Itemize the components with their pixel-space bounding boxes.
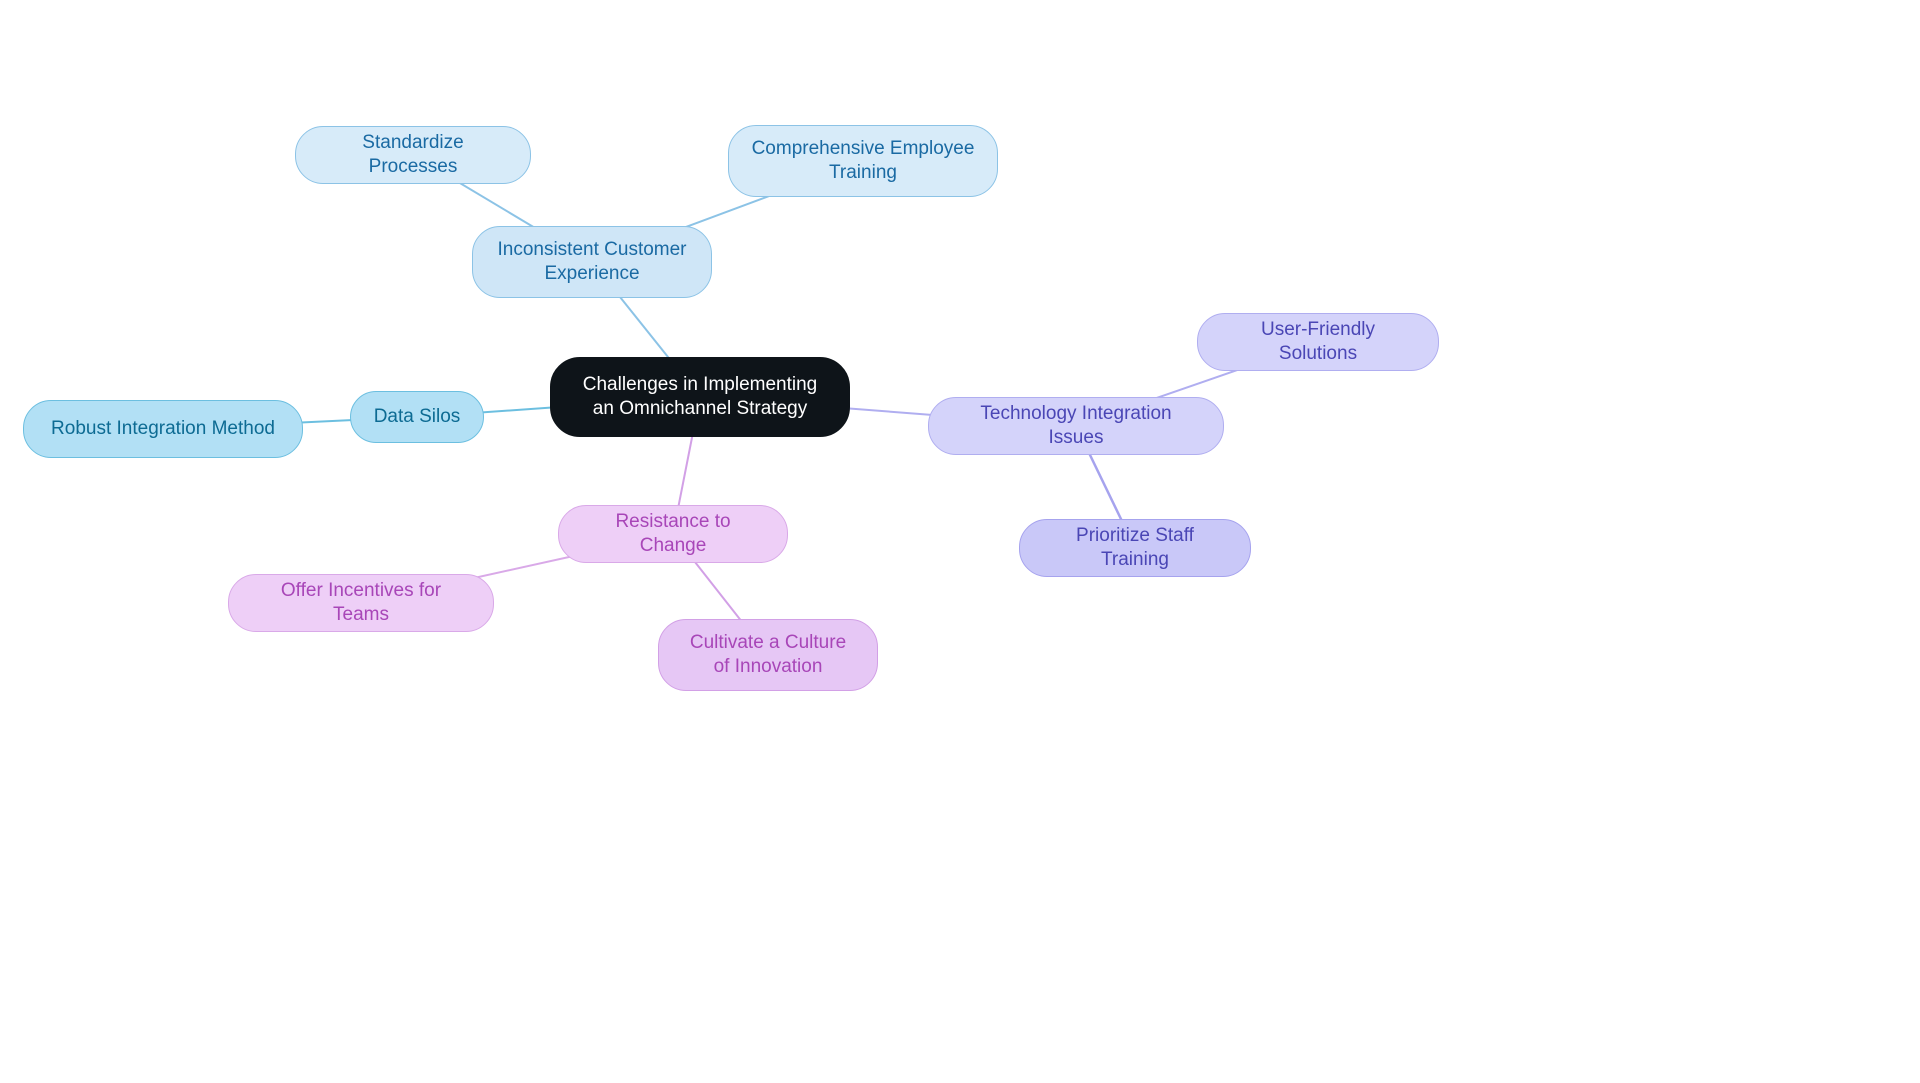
node-label: Technology Integration Issues (951, 402, 1201, 450)
mindmap-node: Standardize Processes (295, 126, 531, 184)
mindmap-node: Comprehensive Employee Training (728, 125, 998, 197)
node-label: Cultivate a Culture of Innovation (681, 631, 855, 679)
mindmap-node: Prioritize Staff Training (1019, 519, 1251, 577)
mindmap-node: Technology Integration Issues (928, 397, 1224, 455)
node-label: Standardize Processes (318, 131, 508, 179)
mindmap-node: Inconsistent Customer Experience (472, 226, 712, 298)
mindmap-node: Data Silos (350, 391, 484, 443)
node-label: Prioritize Staff Training (1042, 524, 1228, 572)
mindmap-node: Resistance to Change (558, 505, 788, 563)
node-label: Comprehensive Employee Training (751, 137, 975, 185)
node-label: Offer Incentives for Teams (251, 579, 471, 627)
node-label: Resistance to Change (581, 510, 765, 558)
mindmap-node: Offer Incentives for Teams (228, 574, 494, 632)
mindmap-node: User-Friendly Solutions (1197, 313, 1439, 371)
node-label: Robust Integration Method (51, 417, 275, 441)
node-label: User-Friendly Solutions (1220, 318, 1416, 366)
node-label: Challenges in Implementing an Omnichanne… (573, 373, 827, 421)
node-label: Inconsistent Customer Experience (495, 238, 689, 286)
center-node: Challenges in Implementing an Omnichanne… (550, 357, 850, 437)
mindmap-node: Cultivate a Culture of Innovation (658, 619, 878, 691)
node-label: Data Silos (374, 405, 461, 429)
mindmap-node: Robust Integration Method (23, 400, 303, 458)
